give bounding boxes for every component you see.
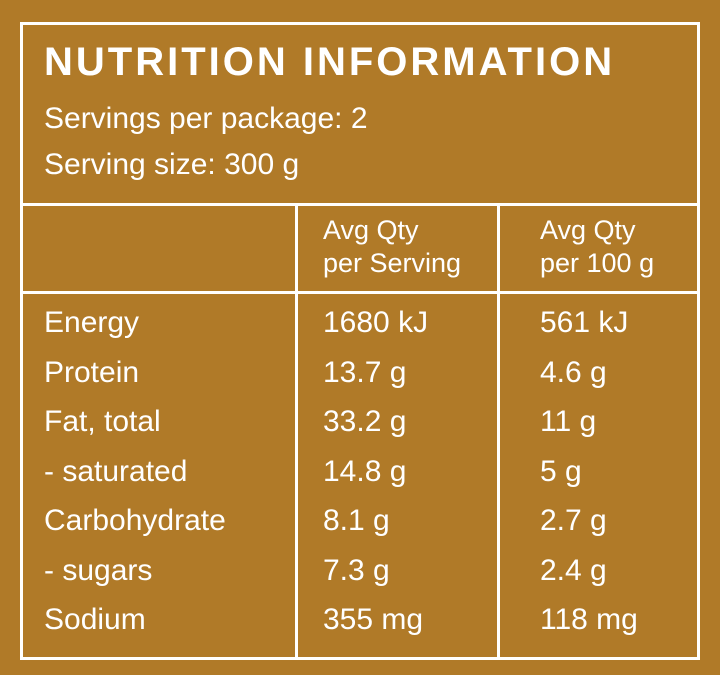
nutrient-value: 13.7 g xyxy=(323,355,407,389)
column-divider xyxy=(295,204,298,658)
nutrient-value: 5 g xyxy=(540,454,582,488)
nutrient-label: - sugars xyxy=(44,553,153,587)
serving-size: Serving size: 300 g xyxy=(44,148,300,181)
column-header: Avg Qty xyxy=(323,215,419,245)
nutrient-value: 118 mg xyxy=(540,603,638,636)
nutrient-label: Fat, total xyxy=(44,405,161,438)
nutrient-value: 8.1 g xyxy=(323,504,390,537)
divider xyxy=(20,291,700,294)
nutrient-value: 33.2 g xyxy=(323,405,407,438)
nutrient-label: Protein xyxy=(44,355,140,389)
nutrient-value: 4.6 g xyxy=(540,355,607,389)
nutrient-value: 1680 kJ xyxy=(323,306,429,339)
nutrient-label: Sodium xyxy=(44,603,146,636)
nutrient-value: 11 g xyxy=(540,405,597,438)
nutrient-value: 14.8 g xyxy=(323,454,407,488)
column-header: per 100 g xyxy=(540,248,655,278)
nutrient-label: - saturated xyxy=(44,454,188,488)
nutrient-value: 355 mg xyxy=(323,603,424,636)
outer-border xyxy=(20,22,700,660)
servings: Servings per package: 2 xyxy=(44,102,368,135)
nutrient-value: 2.7 g xyxy=(540,504,607,537)
nutrient-value: 7.3 g xyxy=(323,553,390,587)
nutrient-value: 2.4 g xyxy=(540,553,607,587)
nutrient-value: 561 kJ xyxy=(540,306,629,339)
column-header: Avg Qty xyxy=(540,215,636,245)
nutrient-label: Energy xyxy=(44,306,140,339)
nutrient-label: Carbohydrate xyxy=(44,504,226,537)
title: NUTRITION INFORMATION xyxy=(44,40,616,84)
column-divider xyxy=(497,204,500,658)
column-header: per Serving xyxy=(323,248,462,278)
divider xyxy=(20,203,700,206)
